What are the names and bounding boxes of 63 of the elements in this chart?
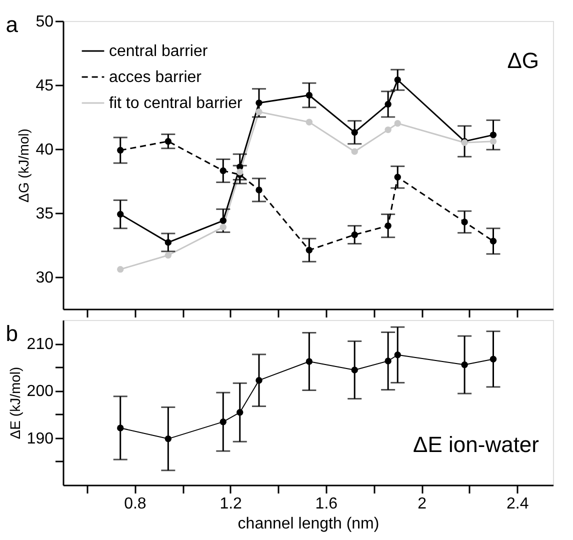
point	[256, 376, 262, 384]
point	[256, 108, 262, 116]
x-tick-label: 2	[418, 496, 427, 512]
y-tick-label: 50	[36, 14, 54, 30]
point	[164, 252, 172, 259]
point	[220, 418, 226, 426]
x-tick-label: 2.4	[506, 496, 529, 512]
point	[306, 358, 313, 365]
point	[394, 352, 401, 358]
legend-label: acces barrier	[109, 69, 202, 86]
point	[490, 238, 497, 245]
text: b	[6, 321, 18, 346]
point	[164, 435, 172, 442]
legend-label: central barrier	[109, 43, 208, 60]
text: a	[6, 12, 19, 37]
annotation: ΔG	[507, 48, 539, 73]
point	[351, 231, 358, 238]
point	[490, 356, 497, 362]
y-tick-label: 45	[36, 78, 54, 94]
y-tick-label: 200	[26, 383, 54, 400]
y-tick-label: 35	[36, 206, 54, 222]
x-tick-label: 1.6	[315, 496, 338, 512]
y-axis-title: ΔG (kJ/mol)	[16, 128, 32, 202]
point	[117, 146, 124, 154]
point	[351, 129, 358, 136]
point	[236, 168, 244, 176]
point	[220, 217, 226, 224]
point	[394, 76, 401, 84]
point	[351, 366, 358, 374]
point	[490, 138, 497, 145]
point	[384, 222, 392, 230]
point	[164, 138, 172, 145]
y-tick-label: 40	[36, 142, 54, 158]
point	[306, 92, 313, 99]
y-tick-label: 210	[26, 336, 54, 354]
point	[306, 246, 313, 254]
point	[490, 132, 497, 138]
point	[256, 186, 262, 194]
point	[461, 218, 468, 226]
point	[236, 409, 244, 416]
x-tick-label: 0.8	[124, 496, 146, 512]
point	[256, 100, 262, 106]
point	[306, 118, 313, 126]
point	[220, 167, 226, 174]
y-tick-label: 30	[36, 270, 54, 286]
x-tick-label: 1.2	[220, 496, 242, 512]
point	[220, 224, 226, 230]
point	[461, 361, 468, 368]
y-axis-title: ΔE (kJ/mol)	[6, 366, 23, 440]
point	[117, 424, 124, 432]
x-axis-title: channel length (nm)	[238, 516, 380, 532]
point	[117, 266, 124, 273]
point	[351, 148, 358, 155]
point	[384, 100, 392, 108]
legend-label: fit to central barrier	[109, 95, 244, 112]
point	[394, 174, 401, 181]
annotation: ΔE ion-water	[413, 432, 539, 457]
point	[384, 358, 392, 364]
point	[384, 126, 392, 134]
point	[164, 239, 172, 246]
point	[117, 210, 124, 218]
point	[394, 120, 401, 127]
y-tick-label: 190	[26, 430, 54, 448]
